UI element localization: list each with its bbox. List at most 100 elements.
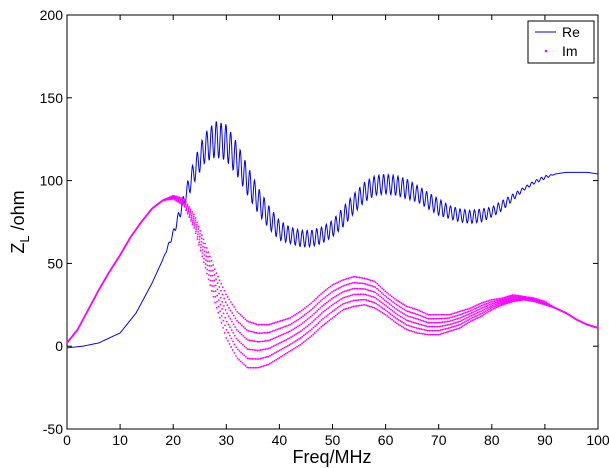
im-point bbox=[408, 315, 410, 318]
im-point bbox=[195, 223, 198, 226]
im-point bbox=[482, 306, 484, 309]
im-point bbox=[206, 268, 209, 271]
im-point bbox=[450, 313, 453, 316]
x-tick-label: 10 bbox=[112, 432, 128, 448]
im-point bbox=[456, 318, 459, 320]
im-point bbox=[192, 217, 195, 220]
im-point bbox=[224, 324, 226, 327]
im-point bbox=[139, 221, 142, 224]
im-point bbox=[418, 332, 421, 335]
im-point bbox=[196, 221, 198, 224]
im-point bbox=[260, 323, 263, 326]
im-point bbox=[70, 336, 73, 339]
im-point bbox=[419, 310, 422, 313]
im-point bbox=[577, 319, 580, 322]
im-point bbox=[474, 307, 477, 310]
im-point bbox=[405, 324, 408, 326]
im-point bbox=[425, 325, 428, 328]
im-point bbox=[412, 321, 415, 324]
im-point bbox=[321, 324, 324, 327]
im-point bbox=[262, 365, 265, 368]
im-point bbox=[415, 327, 418, 329]
im-point bbox=[346, 289, 349, 292]
im-point bbox=[291, 348, 294, 351]
im-point bbox=[112, 264, 115, 267]
im-point bbox=[425, 321, 428, 324]
im-point bbox=[283, 319, 285, 321]
im-point bbox=[397, 300, 400, 302]
im-point bbox=[342, 278, 345, 281]
im-point bbox=[351, 300, 353, 302]
im-point bbox=[497, 305, 500, 308]
im-point bbox=[233, 352, 236, 354]
im-point bbox=[396, 313, 399, 316]
im-point bbox=[430, 321, 433, 324]
im-point bbox=[361, 293, 363, 296]
im-point bbox=[288, 337, 291, 340]
im-point bbox=[198, 235, 201, 238]
im-point bbox=[392, 301, 395, 303]
im-point bbox=[192, 219, 194, 222]
im-point bbox=[286, 344, 289, 347]
im-point bbox=[275, 321, 277, 324]
im-point bbox=[448, 313, 451, 316]
im-point bbox=[429, 333, 432, 336]
im-point bbox=[500, 304, 503, 307]
im-point bbox=[163, 198, 166, 201]
im-point bbox=[408, 329, 411, 332]
im-point bbox=[411, 316, 414, 319]
im-point bbox=[96, 291, 99, 294]
im-point bbox=[409, 311, 412, 314]
im-point bbox=[433, 325, 436, 328]
im-point bbox=[449, 330, 451, 332]
im-point bbox=[303, 307, 306, 310]
im-point bbox=[187, 207, 190, 210]
im-point bbox=[246, 319, 248, 322]
im-point bbox=[266, 323, 269, 326]
im-point bbox=[290, 343, 292, 345]
im-point bbox=[388, 311, 390, 314]
im-point bbox=[327, 300, 330, 303]
im-point bbox=[194, 217, 197, 219]
im-point bbox=[496, 301, 499, 304]
im-point bbox=[345, 283, 348, 286]
im-point bbox=[98, 288, 100, 291]
im-point bbox=[424, 316, 427, 319]
im-point bbox=[511, 300, 514, 303]
im-point bbox=[378, 300, 381, 302]
im-point bbox=[440, 313, 443, 316]
im-point bbox=[207, 274, 210, 276]
im-point bbox=[270, 361, 273, 364]
im-point bbox=[376, 303, 379, 306]
im-point bbox=[470, 311, 473, 314]
im-point bbox=[240, 324, 243, 327]
im-point bbox=[279, 327, 282, 330]
im-point bbox=[372, 301, 374, 304]
im-point bbox=[476, 304, 478, 306]
im-point bbox=[483, 308, 486, 311]
im-point bbox=[458, 323, 461, 326]
im-point bbox=[474, 318, 477, 320]
im-point bbox=[219, 310, 222, 313]
im-point bbox=[564, 311, 567, 314]
im-point bbox=[256, 340, 259, 343]
im-point bbox=[309, 322, 312, 325]
y-tick-label: 50 bbox=[47, 255, 63, 271]
im-point bbox=[362, 293, 365, 296]
im-point bbox=[229, 309, 232, 312]
im-point bbox=[212, 295, 215, 298]
im-point bbox=[476, 314, 479, 317]
im-point bbox=[216, 282, 219, 285]
im-point bbox=[294, 346, 297, 349]
im-point bbox=[362, 304, 364, 306]
im-point bbox=[215, 278, 218, 281]
im-point bbox=[257, 358, 260, 360]
im-point bbox=[258, 349, 260, 352]
im-point bbox=[540, 299, 543, 302]
im-point bbox=[91, 300, 94, 303]
im-point bbox=[421, 311, 424, 313]
im-point bbox=[346, 295, 349, 298]
im-point bbox=[193, 223, 196, 225]
im-point bbox=[435, 313, 438, 316]
im-point bbox=[503, 296, 506, 299]
